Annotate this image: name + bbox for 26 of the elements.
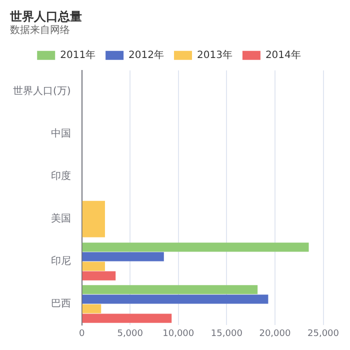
legend-label: 2013年 xyxy=(197,48,232,61)
legend-label: 2014年 xyxy=(265,48,301,61)
bar xyxy=(82,271,116,280)
x-tick-label: 0 xyxy=(78,328,85,339)
y-tick-label: 巴西 xyxy=(50,298,71,310)
y-tick-label: 世界人口(万) xyxy=(12,85,71,98)
y-tick-label: 美国 xyxy=(50,212,71,225)
x-tick-label: 15,000 xyxy=(210,328,243,339)
bar xyxy=(82,294,268,304)
bar xyxy=(82,262,105,271)
bar xyxy=(82,314,172,323)
x-tick-label: 25,000 xyxy=(308,328,340,339)
y-tick-label: 中国 xyxy=(50,128,71,140)
x-tick-label: 10,000 xyxy=(162,328,194,339)
legend-label: 2012年 xyxy=(128,48,164,61)
bar xyxy=(82,252,164,262)
y-tick-label: 印度 xyxy=(50,170,71,182)
bar xyxy=(82,285,258,294)
chart-title: 世界人口总量 xyxy=(9,9,82,24)
x-tick-label: 5,000 xyxy=(117,328,144,339)
bar xyxy=(82,242,309,252)
y-tick-label: 印尼 xyxy=(50,255,71,268)
x-tick-label: 20,000 xyxy=(259,328,291,339)
chart-subtitle: 数据来自网络 xyxy=(10,24,70,36)
legend-label: 2011年 xyxy=(60,48,96,61)
bar xyxy=(82,304,102,314)
